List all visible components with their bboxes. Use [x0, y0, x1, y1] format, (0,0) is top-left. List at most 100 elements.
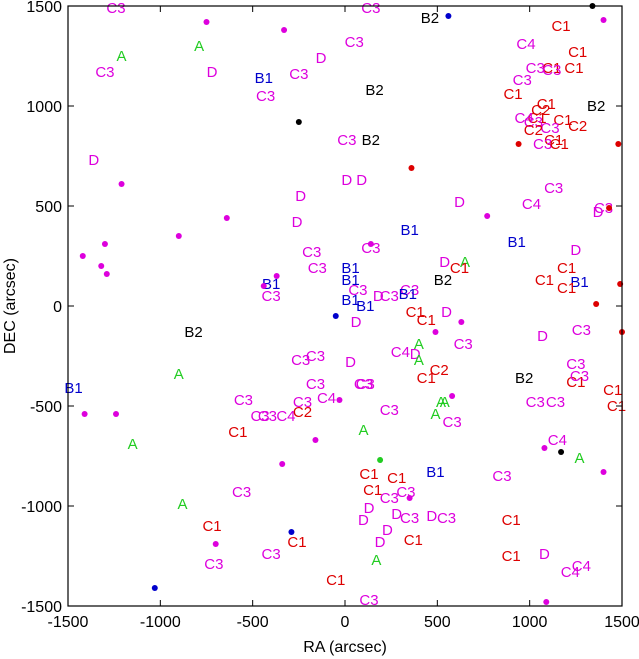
point-label-d: D — [454, 194, 465, 211]
point-label-c4: C4 — [276, 408, 295, 425]
point-dot-c3 — [103, 271, 110, 277]
point-label-c1: C1 — [450, 260, 469, 277]
point-dot-c3 — [118, 181, 125, 187]
point-label-c3: C3 — [359, 592, 378, 609]
x-tick-label: 500 — [424, 614, 451, 631]
point-label-d: D — [593, 204, 604, 221]
point-dot-c3 — [336, 397, 343, 403]
y-tick-label: 1000 — [26, 99, 62, 116]
point-label-c3: C3 — [492, 468, 511, 485]
point-label-c3: C3 — [400, 282, 419, 299]
point-label-c1: C1 — [553, 112, 572, 129]
point-dot-c3 — [367, 241, 374, 247]
point-dot-b1 — [445, 13, 452, 19]
point-label-c1: C1 — [326, 572, 345, 589]
point-label-c3: C3 — [546, 394, 565, 411]
point-label-d: D — [537, 328, 548, 345]
y-tick-label: 500 — [35, 199, 62, 216]
point-label-c1: C1 — [503, 86, 522, 103]
point-label-d: D — [382, 522, 393, 539]
point-dot-c3 — [541, 445, 548, 451]
point-label-b2: B2 — [421, 10, 439, 27]
point-dot-c3 — [279, 461, 286, 467]
point-label-d: D — [373, 288, 384, 305]
point-label-c1: C1 — [502, 512, 521, 529]
point-dot-c3 — [484, 213, 491, 219]
point-label-b1: B1 — [400, 222, 418, 239]
point-label-c4: C4 — [515, 110, 534, 127]
point-label-c1: C1 — [537, 96, 556, 113]
point-dot-c3 — [81, 411, 88, 417]
point-dot-b2 — [295, 119, 302, 125]
point-label-a: A — [194, 38, 204, 55]
y-tick-label: 0 — [53, 299, 62, 316]
point-label-c3: C3 — [572, 322, 591, 339]
point-label-b2: B2 — [184, 324, 202, 341]
point-dot-c3 — [260, 283, 267, 289]
point-label-c1: C1 — [557, 260, 576, 277]
point-label-c3: C3 — [526, 394, 545, 411]
point-label-c3: C3 — [354, 376, 373, 393]
point-dot-c1 — [515, 141, 522, 147]
point-label-c1: C1 — [544, 132, 563, 149]
point-dot-b2 — [558, 449, 565, 455]
point-dot-c3 — [273, 273, 280, 279]
point-label-a: A — [414, 336, 424, 353]
point-label-c1: C1 — [568, 44, 587, 61]
point-label-b1: B1 — [341, 260, 359, 277]
point-label-c3: C3 — [437, 510, 456, 527]
point-label-c3: C3 — [345, 34, 364, 51]
y-tick-label: -1500 — [21, 599, 62, 616]
point-label-c4: C4 — [516, 36, 535, 53]
x-tick-label: -500 — [237, 614, 269, 631]
point-label-b2: B2 — [362, 132, 380, 149]
point-label-a: A — [177, 496, 187, 513]
point-label-b1: B1 — [262, 276, 280, 293]
point-label-c3: C3 — [95, 64, 114, 81]
point-dot-c1 — [593, 301, 600, 307]
point-dot-c3 — [223, 215, 230, 221]
point-label-a: A — [440, 394, 450, 411]
point-dot-b1 — [332, 313, 339, 319]
point-label-c1: C1 — [566, 374, 585, 391]
point-label-c1: C1 — [363, 482, 382, 499]
point-label-d: D — [570, 242, 581, 259]
point-label-c3: C3 — [262, 546, 281, 563]
point-label-c1: C1 — [550, 136, 569, 153]
point-dot-c3 — [449, 393, 456, 399]
point-label-c3: C3 — [594, 200, 613, 217]
point-label-c3: C3 — [293, 394, 312, 411]
point-label-b1: B1 — [64, 380, 82, 397]
point-label-a: A — [117, 48, 127, 65]
point-label-d: D — [292, 214, 303, 231]
point-dot-c3 — [203, 19, 210, 25]
point-label-c3: C3 — [544, 180, 563, 197]
point-label-d: D — [410, 346, 421, 363]
point-label-c3: C3 — [513, 72, 532, 89]
point-dot-c3 — [600, 17, 607, 23]
point-dot-b1 — [288, 529, 295, 535]
point-label-c1: C1 — [502, 548, 521, 565]
point-label-d: D — [295, 188, 306, 205]
point-label-c3: C3 — [250, 408, 269, 425]
point-label-d: D — [441, 304, 452, 321]
point-label-d: D — [439, 254, 450, 271]
x-tick-label: -1500 — [48, 614, 89, 631]
point-label-a: A — [358, 422, 368, 439]
point-label-c3: C3 — [289, 66, 308, 83]
y-tick-label: -500 — [30, 399, 62, 416]
point-dot-b1 — [151, 585, 158, 591]
x-tick-label: -1000 — [140, 614, 181, 631]
point-label-c1: C1 — [417, 370, 436, 387]
point-label-b1: B1 — [341, 272, 359, 289]
point-label-d: D — [345, 354, 356, 371]
point-label-c1: C1 — [607, 398, 626, 415]
point-label-b1: B1 — [399, 286, 417, 303]
point-dot-c3 — [432, 329, 439, 335]
point-dot-c1 — [408, 165, 415, 171]
point-dot-c3 — [175, 233, 182, 239]
axis-ticks: -1500 -1000 -500 0 500 1000 1500 -1500 -1000 -500… — [21, 0, 639, 631]
point-label-c3: C3 — [348, 282, 367, 299]
point-label-c1: C1 — [527, 110, 546, 127]
